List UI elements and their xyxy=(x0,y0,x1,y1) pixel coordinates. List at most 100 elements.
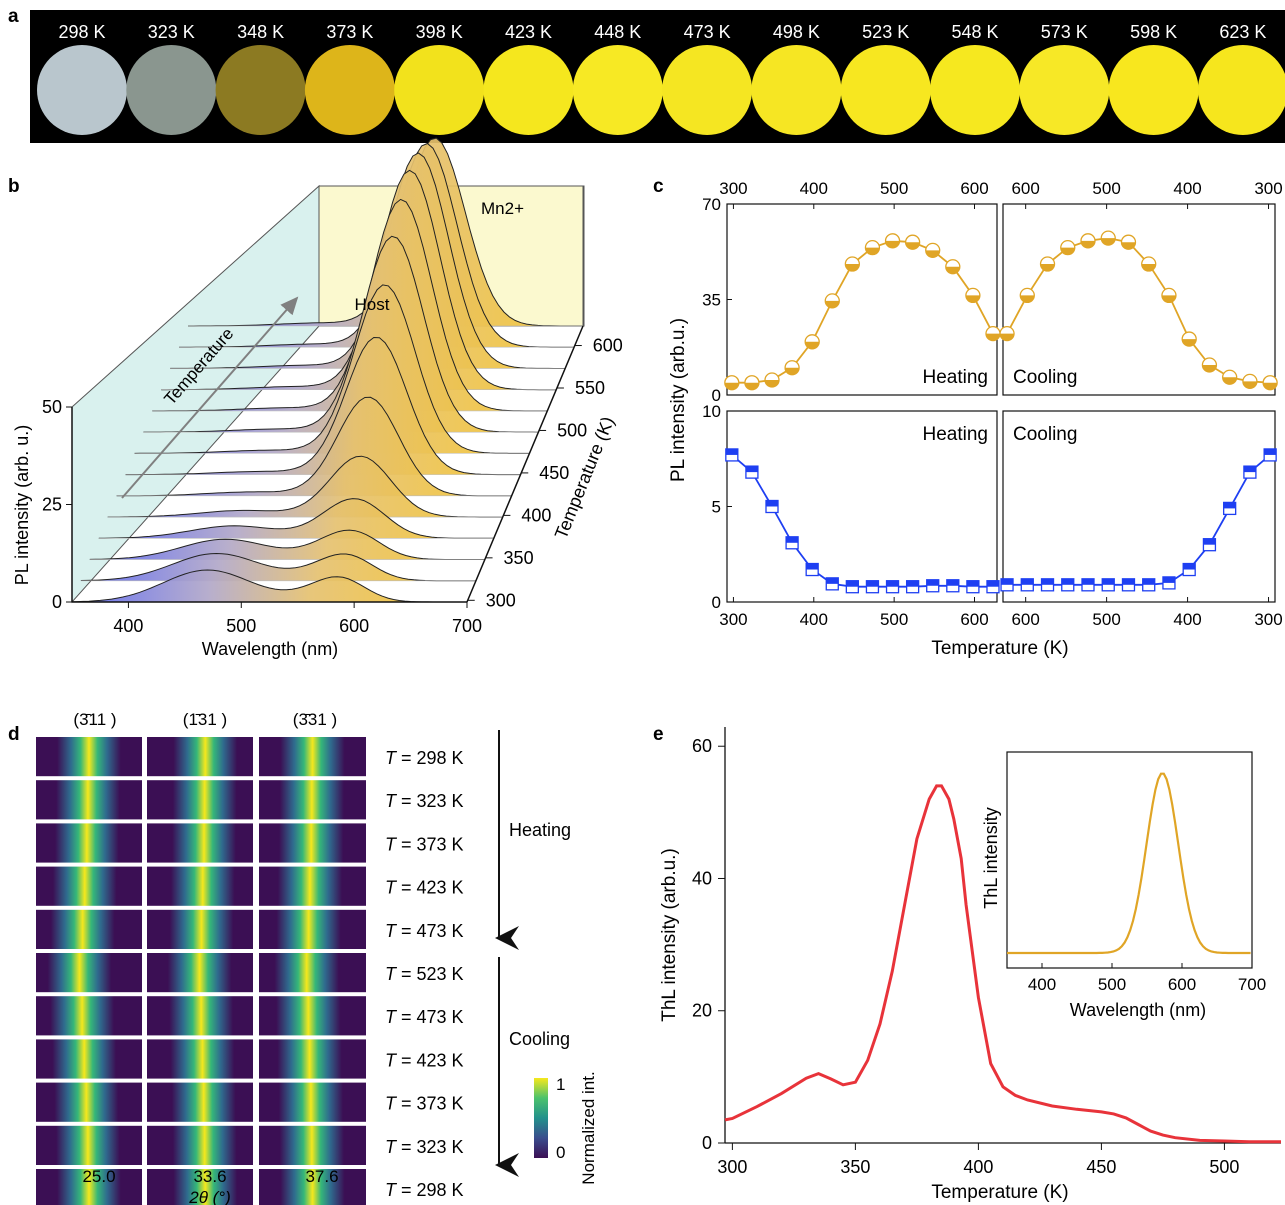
c-bottom-heating-point-fill xyxy=(725,448,738,455)
row-label-symbol: T xyxy=(385,1050,398,1070)
sample-disc xyxy=(572,45,663,135)
heatmap-cell xyxy=(259,866,366,906)
sample-disc xyxy=(1108,45,1199,135)
heatmap-cell xyxy=(147,1125,253,1165)
row-label-equals: = xyxy=(396,878,417,898)
b-y-tick-label: 0 xyxy=(52,592,62,612)
c-bottom-heating-point-fill xyxy=(806,563,819,570)
c-top-cooling-point-fill xyxy=(1060,247,1075,255)
spectrum-fill xyxy=(143,236,539,433)
c-bottom-cooling-tick-label: 600 xyxy=(1011,610,1039,629)
b-x-tick-label: 700 xyxy=(452,616,482,636)
spectrum-fill xyxy=(72,570,467,602)
row-label-equals: = xyxy=(396,964,417,984)
row-label-symbol: T xyxy=(385,1007,398,1027)
c-top-cooling-frame xyxy=(1002,203,1276,396)
heatmap-cell xyxy=(259,996,366,1036)
c-top-cooling-tick-label: 300 xyxy=(1254,179,1282,198)
e-inset-x-label: Wavelength (nm) xyxy=(1070,1000,1206,1020)
spectrum-fill xyxy=(107,456,503,518)
d-col-label-1: (3̄11 ) xyxy=(73,710,116,729)
colorbar-tick-0: 0 xyxy=(556,1143,565,1162)
c-top-cooling-point-fill xyxy=(1202,364,1217,372)
c-bottom-heating-point-fill xyxy=(986,580,999,587)
heatmap-cell xyxy=(147,909,253,949)
c-y-label: PL intensity (arb.u.) xyxy=(668,318,689,482)
b-y-tick-label: 50 xyxy=(42,397,62,417)
c-bottom-heating-tick-label: 500 xyxy=(880,610,908,629)
e-y-label: ThL intensity (arb.u.) xyxy=(659,848,680,1022)
row-label-value: 298 K xyxy=(417,1180,464,1200)
colorbar-label: Normalized int. xyxy=(579,1071,598,1184)
c-top-y-tick-label: 35 xyxy=(702,291,721,310)
c-top-heating-point-fill xyxy=(965,295,980,303)
c-top-heating-point-fill xyxy=(905,242,920,250)
temperature-label: 573 K xyxy=(1041,22,1088,42)
e-inset-x-tick-label: 400 xyxy=(1028,975,1056,994)
b-x-tick-label: 600 xyxy=(339,616,369,636)
row-label-symbol: T xyxy=(385,1094,398,1114)
b-x-tick-label: 500 xyxy=(226,616,256,636)
c-bottom-heating-point-fill xyxy=(866,580,879,587)
panel-letter-e: e xyxy=(653,724,664,745)
c-top-heating-point-fill xyxy=(925,250,940,258)
c-bottom-y-tick-label: 5 xyxy=(712,498,721,517)
temperature-label: 623 K xyxy=(1219,22,1266,42)
panel-e-thl: 300 350 400 450 500 0 20 40 60 Temperature (K) T… xyxy=(659,727,1281,1203)
heatmap-cell xyxy=(36,909,142,949)
c-top-heating-tick-label: 400 xyxy=(800,179,828,198)
e-inset-frame xyxy=(1006,751,1253,969)
b-x-tick-label: 400 xyxy=(113,616,143,636)
spectrum-line xyxy=(134,284,530,454)
c-bottom-cooling-point-fill xyxy=(1142,578,1155,585)
spectrum-fill xyxy=(134,284,530,454)
heatmap-cell xyxy=(36,1169,142,1205)
e-inset-x-tick-label: 700 xyxy=(1238,975,1266,994)
c-bottom-cooling-point-fill xyxy=(1041,578,1054,585)
heatmap-cell xyxy=(259,823,366,863)
b-x-label: Wavelength (nm) xyxy=(202,639,338,659)
spectrum-line xyxy=(125,336,521,476)
heatmap-cell xyxy=(259,1039,366,1079)
c-top-cooling-point-fill xyxy=(1263,382,1278,390)
row-label-value: 323 K xyxy=(417,791,464,811)
e-x-tick-label: 450 xyxy=(1086,1157,1116,1177)
c-bottom-cooling-tick-label: 300 xyxy=(1254,610,1282,629)
sample-disc xyxy=(1019,45,1110,135)
row-label-symbol: T xyxy=(385,834,398,854)
spectra-ridges xyxy=(71,137,583,603)
spectrum-fill xyxy=(161,170,557,390)
temperature-label: 548 K xyxy=(951,22,998,42)
c-bottom-cooling-line xyxy=(1007,454,1271,586)
c-top-y-tick-label: 70 xyxy=(702,195,721,214)
d-col-label-3: (3̄31 ) xyxy=(293,710,337,729)
c-top-cooling-label: Cooling xyxy=(1013,367,1077,388)
colorbar-tick-1: 1 xyxy=(556,1075,565,1094)
spectrum-line xyxy=(116,396,512,497)
heatmap-cell xyxy=(147,996,253,1036)
c-bottom-y-tick-label: 0 xyxy=(712,593,721,612)
temperature-label: 423 K xyxy=(505,22,552,42)
back-wall-left xyxy=(71,184,320,604)
e-y-tick-label: 40 xyxy=(692,868,712,888)
c-bottom-heating-tick-label: 600 xyxy=(960,610,988,629)
sample-disc xyxy=(483,45,574,135)
temperature-label: 498 K xyxy=(773,22,820,42)
c-top-cooling-point-fill xyxy=(1242,381,1257,389)
temperature-label: 598 K xyxy=(1130,22,1177,42)
heatmap-cell xyxy=(147,953,253,993)
panel-b-3d-spectra: 400 500 600 700 0 25 50 300 350 400 450 500 550 600… xyxy=(12,137,623,659)
c-top-cooling-point-fill xyxy=(1141,264,1156,272)
temperature-arrow xyxy=(121,296,299,499)
row-label-equals: = xyxy=(396,1180,417,1200)
row-label-symbol: T xyxy=(385,1180,398,1200)
heatmap-cell xyxy=(36,866,142,906)
c-top-y-tick-label: 0 xyxy=(712,386,721,405)
c-top-cooling-point-fill xyxy=(1081,240,1095,248)
panel-letter-c: c xyxy=(653,176,664,197)
c-bottom-cooling-point-fill xyxy=(1082,578,1094,585)
spectrum-line xyxy=(107,455,503,518)
c-bottom-cooling-point-fill xyxy=(1203,538,1216,545)
c-bottom-heating-label: Heating xyxy=(923,424,989,445)
